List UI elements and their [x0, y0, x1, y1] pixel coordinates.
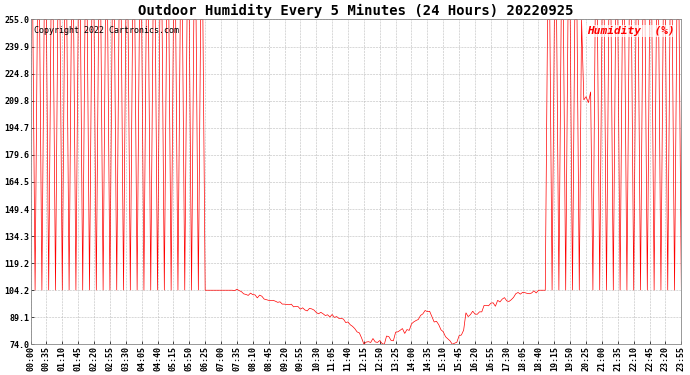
- Text: Copyright 2022 Cartronics.com: Copyright 2022 Cartronics.com: [34, 26, 179, 35]
- Title: Outdoor Humidity Every 5 Minutes (24 Hours) 20220925: Outdoor Humidity Every 5 Minutes (24 Hou…: [138, 4, 573, 18]
- Text: Humidity  (%): Humidity (%): [587, 26, 675, 36]
